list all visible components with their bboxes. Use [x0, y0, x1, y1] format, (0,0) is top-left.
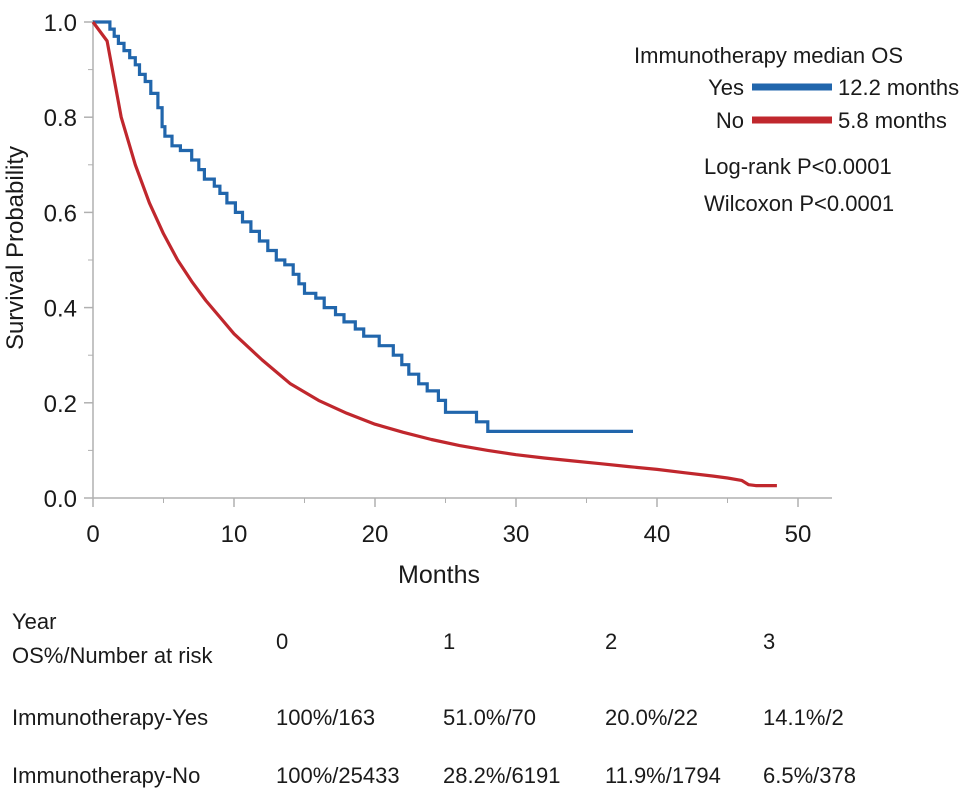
risk-cell-no-3: 6.5%/378 [763, 763, 856, 788]
legend-title: Immunotherapy median OS [634, 43, 903, 68]
y-tick-label: 0.2 [44, 391, 77, 418]
legend-value-yes: 12.2 months [838, 75, 959, 100]
x-tick-label: 10 [221, 521, 248, 548]
x-tick-label: 50 [785, 521, 812, 548]
risk-cell-no-2: 11.9%/1794 [605, 763, 721, 788]
risk-cell-yes-2: 20.0%/22 [605, 705, 698, 730]
axes [92, 20, 832, 499]
y-tick-label: 0.0 [44, 486, 77, 513]
x-axis-label: Months [398, 561, 480, 589]
axis-ticks: 0 10 20 30 40 50 0.0 0.2 0.4 0.6 0.8 1.0 [44, 10, 812, 548]
y-tick-label: 0.6 [44, 200, 77, 227]
risk-year-1: 1 [443, 629, 456, 654]
risk-table: Year OS%/Number at risk 0 1 2 3 Immunoth… [0, 600, 976, 792]
survival-curve-yes [93, 20, 633, 433]
risk-cell-no-0: 100%/25433 [276, 763, 400, 788]
x-tick-label: 20 [362, 521, 389, 548]
risk-cell-yes-3: 14.1%/2 [763, 705, 844, 730]
survival-curve-no [91, 21, 777, 488]
y-tick-label: 1.0 [44, 10, 77, 37]
wilcoxon-annotation: Wilcoxon P<0.0001 [704, 191, 894, 216]
risk-cell-yes-1: 51.0%/70 [443, 705, 536, 730]
risk-header-subtitle: OS%/Number at risk [12, 643, 213, 668]
risk-year-0: 0 [276, 629, 289, 654]
y-axis-label: Survival Probability [2, 146, 29, 350]
legend-value-no: 5.8 months [838, 108, 947, 133]
legend: Immunotherapy median OS Yes 12.2 months … [634, 43, 959, 133]
legend-label-no: No [716, 108, 744, 133]
logrank-annotation: Log-rank P<0.0001 [704, 154, 892, 179]
risk-cell-no-1: 28.2%/6191 [443, 763, 561, 788]
x-tick-label: 40 [644, 521, 671, 548]
risk-cell-yes-0: 100%/163 [276, 705, 376, 730]
x-tick-label: 30 [503, 521, 530, 548]
risk-row-label-yes: Immunotherapy-Yes [12, 705, 209, 730]
y-tick-label: 0.8 [44, 105, 77, 132]
risk-year-3: 3 [763, 629, 776, 654]
risk-header-year: Year [12, 609, 57, 634]
legend-label-yes: Yes [708, 75, 744, 100]
x-tick-label: 0 [86, 521, 99, 548]
km-survival-chart: 0 10 20 30 40 50 0.0 0.2 0.4 0.6 0.8 1.0 Months Sur… [2, 10, 959, 589]
risk-row-label-no: Immunotherapy-No [12, 763, 201, 788]
survival-curves [91, 20, 777, 488]
y-tick-label: 0.4 [44, 296, 77, 323]
risk-year-2: 2 [605, 629, 618, 654]
